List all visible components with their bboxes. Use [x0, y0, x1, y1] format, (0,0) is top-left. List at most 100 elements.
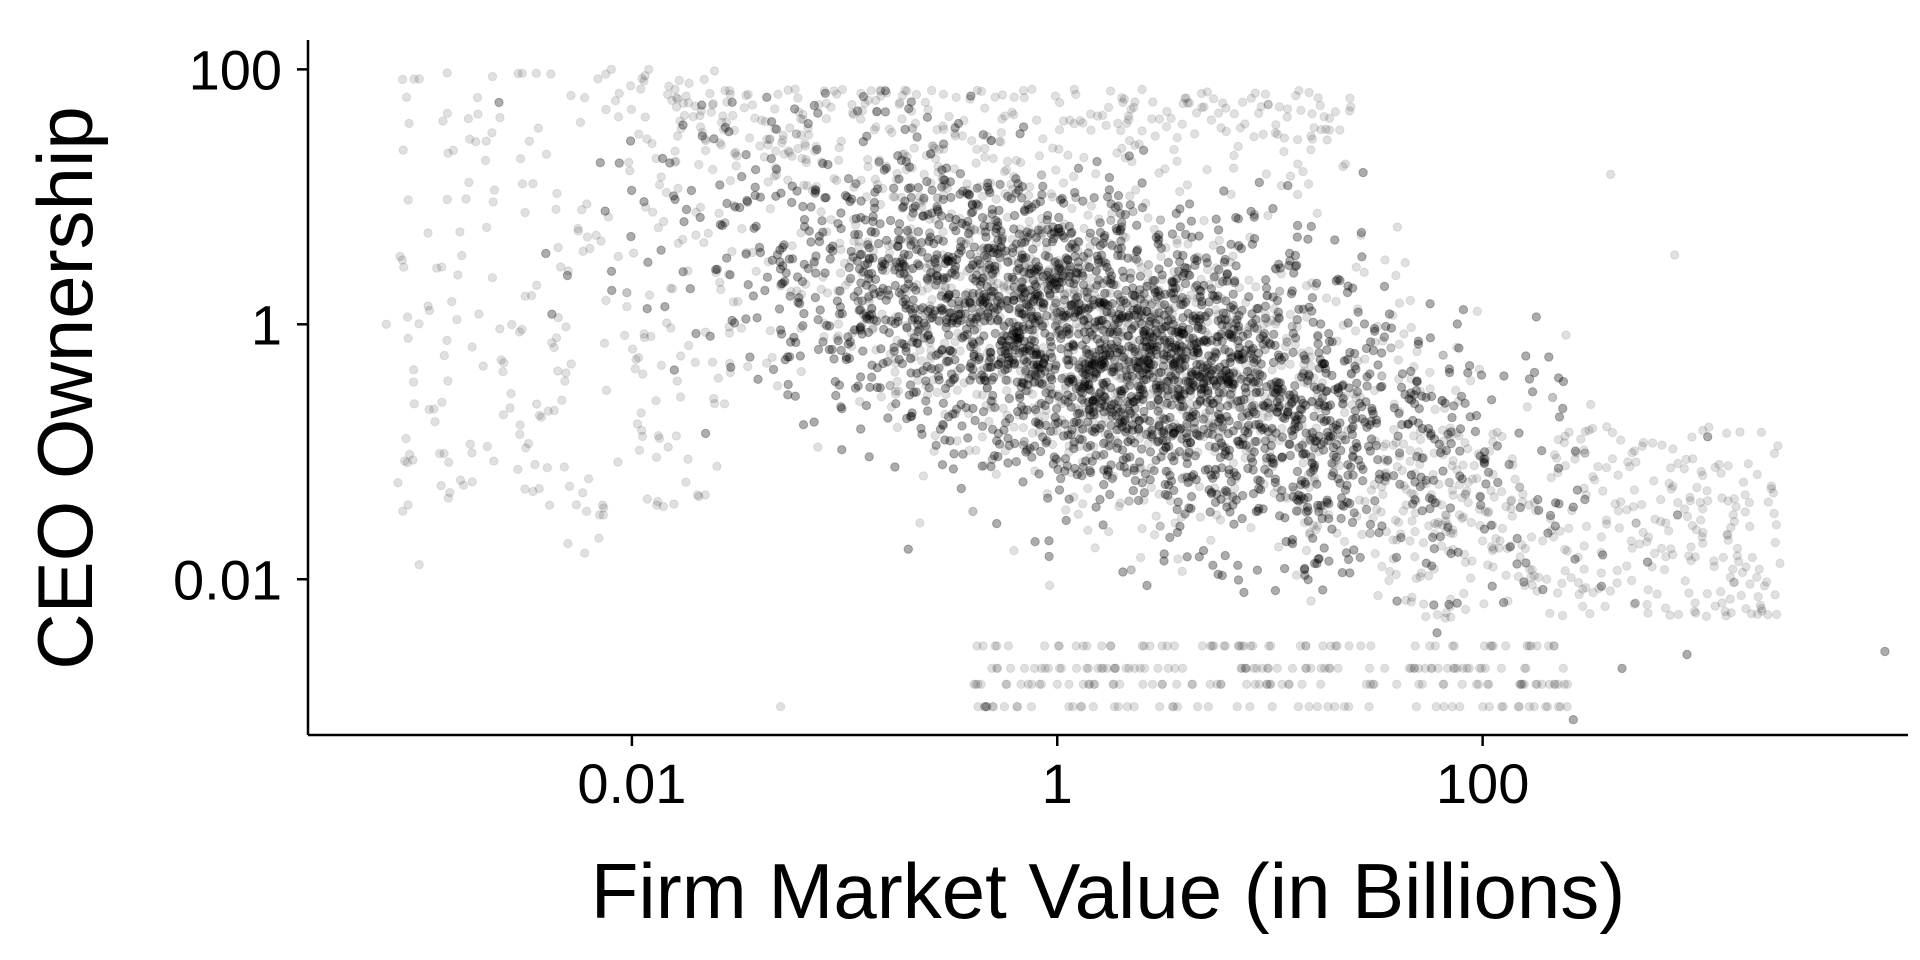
data-point [1410, 468, 1420, 479]
data-point [903, 236, 914, 246]
data-point [1177, 566, 1187, 576]
data-point [1208, 423, 1219, 434]
data-point [1318, 501, 1329, 511]
data-point [1060, 219, 1070, 229]
data-point [1339, 536, 1350, 547]
data-point [1094, 354, 1104, 364]
data-point [1148, 314, 1158, 324]
data-point [924, 259, 934, 269]
data-point [747, 100, 758, 110]
data-point [1415, 434, 1426, 445]
data-point [1269, 304, 1279, 314]
data-point [613, 112, 624, 122]
data-point [1054, 457, 1065, 467]
data-point [1101, 351, 1111, 361]
data-point [1354, 495, 1365, 505]
data-point [1037, 225, 1047, 235]
data-point [906, 328, 916, 338]
data-point [1027, 389, 1038, 399]
data-point [925, 272, 936, 282]
data-point [974, 182, 985, 192]
data-point [1370, 549, 1380, 559]
data-point [1211, 271, 1221, 281]
data-point [1170, 317, 1180, 327]
data-point [907, 163, 917, 173]
data-point [644, 64, 654, 75]
data-point [1531, 506, 1541, 516]
data-point [1146, 463, 1156, 473]
data-point [1196, 320, 1206, 330]
data-point [772, 381, 783, 391]
data-point [848, 214, 859, 225]
data-point [1217, 416, 1228, 427]
data-point [999, 280, 1009, 290]
data-point [1285, 171, 1296, 181]
data-point [800, 138, 810, 149]
data-point [601, 295, 611, 306]
data-point [833, 319, 844, 329]
data-point [816, 207, 826, 217]
data-point [1393, 355, 1404, 365]
data-point [877, 309, 887, 319]
data-point [878, 183, 888, 194]
data-point [1067, 203, 1077, 214]
data-point [1080, 407, 1091, 417]
data-point [932, 387, 942, 398]
data-point [714, 208, 724, 219]
data-point [988, 702, 998, 712]
data-point [1173, 554, 1183, 564]
data-point [1201, 408, 1211, 419]
data-point [876, 392, 886, 402]
data-point [853, 296, 863, 307]
data-point [793, 143, 803, 154]
data-point [1291, 412, 1301, 423]
data-point [1148, 384, 1159, 394]
data-point [1131, 344, 1141, 354]
data-point [1163, 367, 1174, 377]
data-point [1218, 368, 1229, 379]
data-point [963, 408, 974, 419]
data-point [1304, 346, 1314, 356]
data-point [906, 224, 916, 234]
data-point [816, 284, 826, 294]
data-point [1036, 221, 1047, 232]
data-point [1053, 255, 1063, 266]
data-point [1230, 475, 1241, 485]
data-point [1171, 294, 1182, 304]
data-point [1180, 451, 1190, 461]
data-point [982, 214, 992, 225]
data-point [1251, 282, 1261, 292]
data-point [1019, 93, 1030, 103]
data-point [1318, 507, 1328, 517]
data-point [1136, 391, 1146, 401]
data-point [1185, 390, 1196, 401]
data-point [857, 320, 867, 331]
data-point [863, 237, 873, 247]
data-point [1031, 115, 1042, 125]
data-point [1021, 235, 1031, 245]
data-point [904, 265, 915, 275]
data-point [909, 236, 919, 247]
data-point [1023, 224, 1034, 235]
data-point [1135, 552, 1146, 563]
data-point [1542, 574, 1552, 584]
data-point [1074, 426, 1084, 436]
data-point [1038, 343, 1049, 353]
data-point [1219, 424, 1229, 434]
data-point [1118, 231, 1128, 241]
data-point [835, 268, 846, 278]
data-point [1467, 474, 1478, 484]
data-point [1300, 437, 1311, 447]
data-point [915, 518, 925, 528]
data-point [938, 250, 948, 260]
data-point [1232, 311, 1242, 322]
data-point [1359, 267, 1369, 277]
data-point [1172, 238, 1182, 249]
data-point [1143, 213, 1153, 223]
data-point [771, 146, 781, 156]
data-point [741, 247, 752, 258]
data-point [1298, 501, 1309, 511]
data-point [1168, 325, 1179, 335]
data-point [819, 332, 829, 342]
